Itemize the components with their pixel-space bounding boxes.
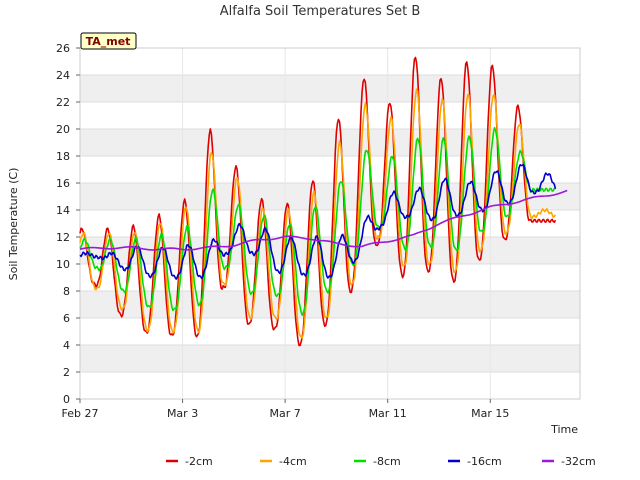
y-tick-label: 2 — [63, 366, 70, 379]
annotation-label: TA_met — [86, 35, 131, 48]
x-axis-label: Time — [550, 423, 578, 436]
x-tick-label: Mar 11 — [369, 407, 407, 420]
x-tick-label: Mar 15 — [471, 407, 509, 420]
y-tick-label: 26 — [56, 42, 70, 55]
legend-label: -8cm — [373, 455, 401, 468]
grid-band — [80, 75, 580, 102]
annotation-box: TA_met — [80, 32, 137, 50]
series-line-m16cm — [79, 163, 557, 280]
legend: -2cm -4cm -8cm -16cm -32cm — [166, 455, 596, 468]
y-tick-label: 20 — [56, 123, 70, 136]
y-tick-label: 6 — [63, 312, 70, 325]
y-tick-label: 8 — [63, 285, 70, 298]
y-tick-label: 22 — [56, 96, 70, 109]
y-tick-label: 12 — [56, 231, 70, 244]
legend-label: -32cm — [561, 455, 596, 468]
chart-title: Alfalfa Soil Temperatures Set B — [220, 4, 421, 19]
y-tick-label: 16 — [56, 177, 70, 190]
y-tick-label: 24 — [56, 69, 70, 82]
x-tick-label: Feb 27 — [62, 407, 99, 420]
x-axis-ticks: Feb 27 Mar 3 Mar 7 Mar 11 Mar 15 — [62, 399, 509, 420]
grid-band — [80, 345, 580, 372]
x-tick-label: Mar 7 — [270, 407, 301, 420]
y-tick-label: 4 — [63, 339, 70, 352]
x-tick-label: Mar 3 — [167, 407, 198, 420]
y-tick-label: 0 — [63, 393, 70, 406]
plot-area — [79, 47, 581, 400]
grid-band — [80, 129, 580, 156]
series-line-m32cm — [79, 189, 568, 251]
y-tick-label: 18 — [56, 150, 70, 163]
y-tick-label: 14 — [56, 204, 70, 217]
legend-label: -16cm — [467, 455, 502, 468]
series-line-m8cm — [79, 126, 556, 317]
legend-label: -4cm — [279, 455, 307, 468]
y-tick-label: 10 — [56, 258, 70, 271]
grid-bands — [80, 75, 580, 372]
legend-label: -2cm — [185, 455, 213, 468]
grid-band — [80, 183, 580, 210]
y-axis-label: Soil Temperature (C) — [7, 168, 20, 281]
series-lines — [79, 56, 568, 347]
